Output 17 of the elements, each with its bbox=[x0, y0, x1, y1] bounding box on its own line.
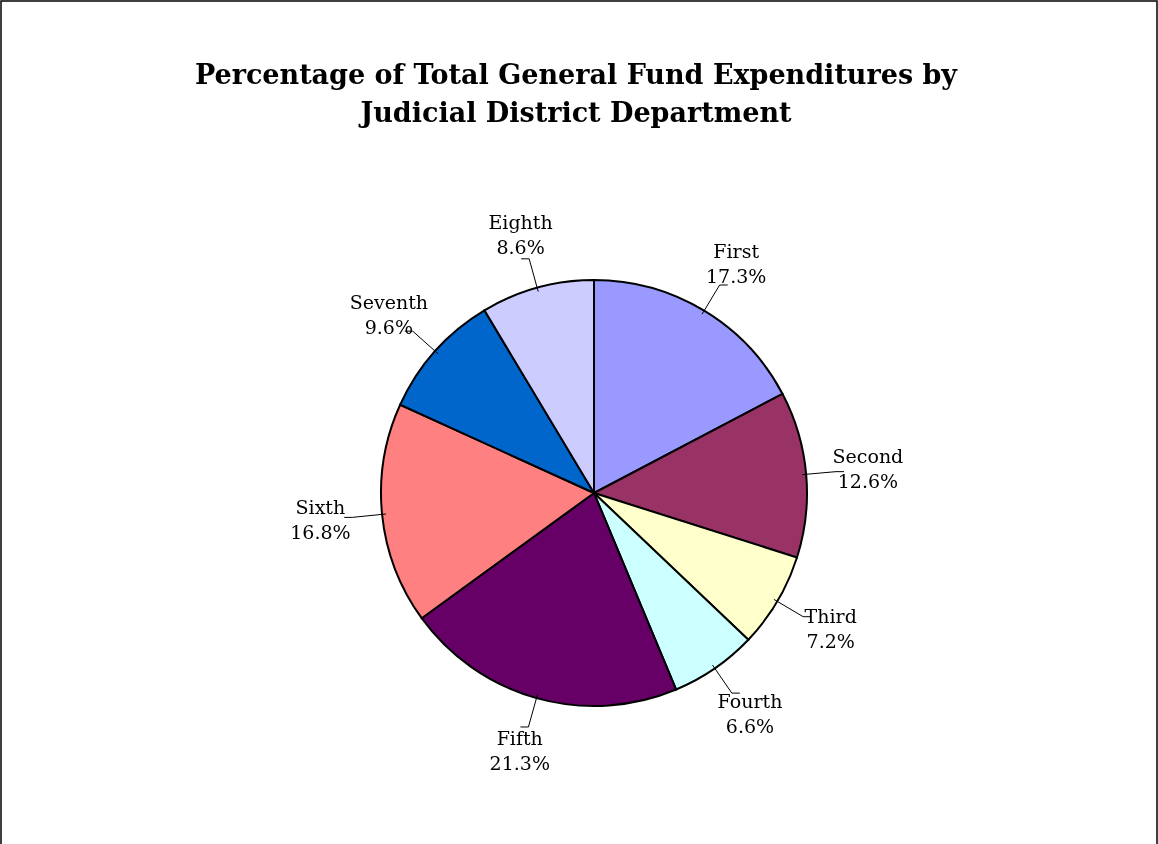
data-label: 12.6% bbox=[837, 470, 899, 493]
chart-title: Percentage of Total General Fund Expenditures by Judicial District Department bbox=[194, 59, 959, 128]
data-label: 16.8% bbox=[290, 520, 351, 543]
data-label: 6.6% bbox=[725, 714, 775, 737]
slice-label: Third bbox=[804, 605, 857, 628]
slice-label: Fourth bbox=[717, 689, 783, 712]
slice-label: Eighth bbox=[488, 210, 553, 233]
slice-label: Seventh bbox=[349, 290, 429, 313]
data-label: 21.3% bbox=[489, 752, 550, 775]
data-label: 7.2% bbox=[806, 630, 855, 653]
slice-label: Sixth bbox=[295, 495, 346, 518]
data-label: 8.6% bbox=[496, 235, 545, 258]
data-label: 9.6% bbox=[364, 315, 414, 338]
slice-label: Fifth bbox=[496, 727, 543, 750]
data-label: 17.3% bbox=[706, 264, 767, 287]
slice-label: First bbox=[713, 239, 760, 262]
slice-label: Second bbox=[832, 445, 904, 468]
